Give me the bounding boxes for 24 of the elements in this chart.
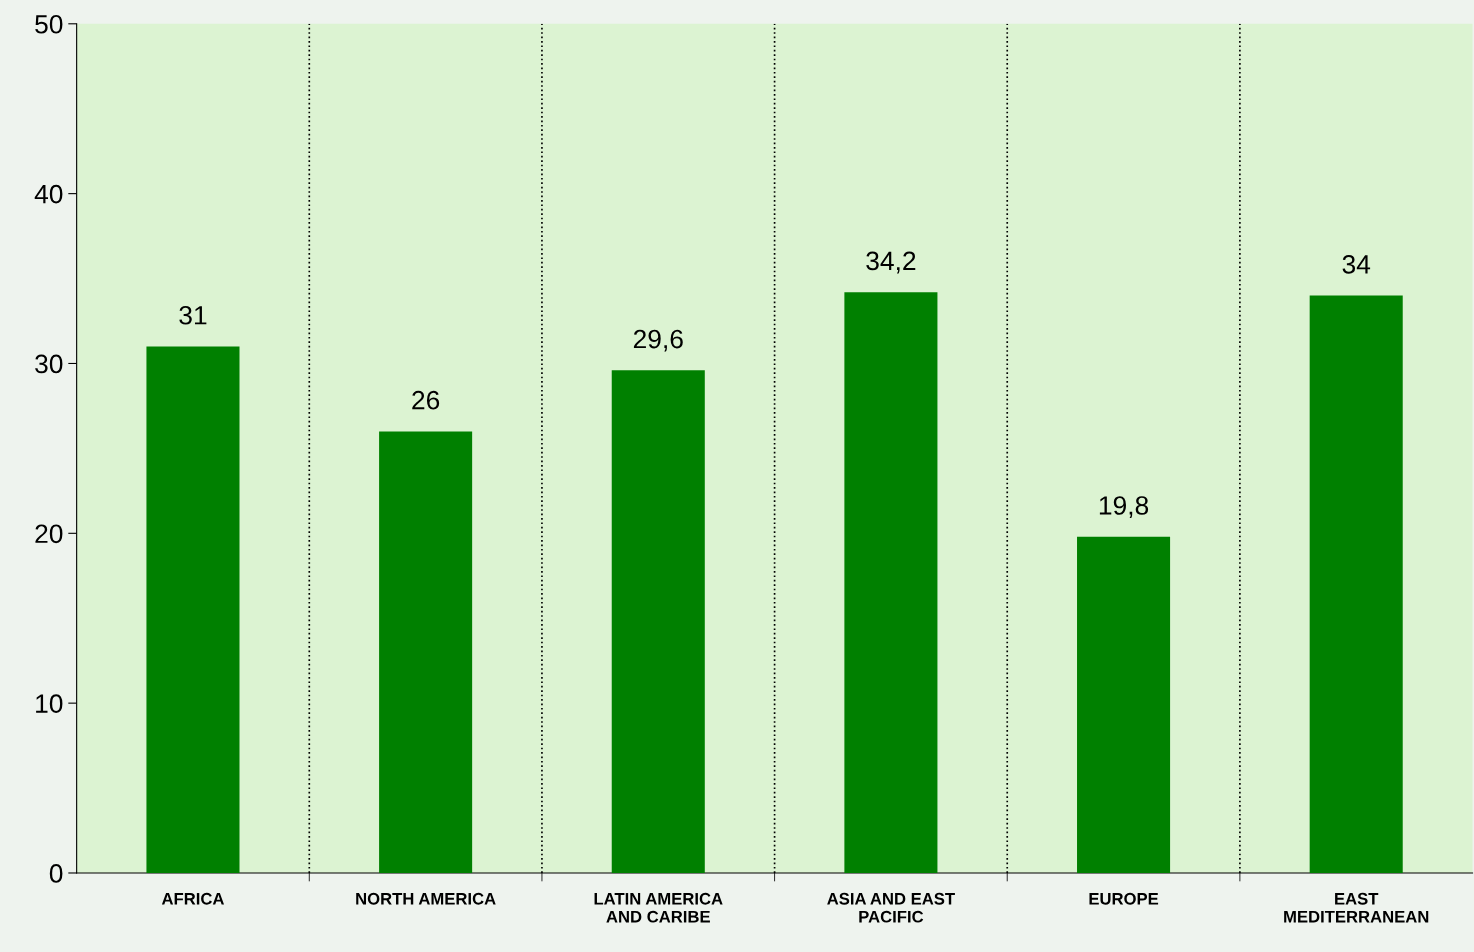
- data-label: 31: [179, 305, 207, 325]
- y-tick-label: 30: [35, 354, 63, 374]
- y-tick-label: 10: [36, 694, 63, 713]
- bar: [146, 346, 240, 873]
- bar: [1077, 536, 1171, 873]
- x-tick-label: EAST MEDITERRANEAN: [1284, 892, 1429, 923]
- data-label: 19,8: [1099, 496, 1149, 518]
- data-label: 34,2: [866, 251, 916, 274]
- y-tick-label: 20: [35, 524, 63, 544]
- x-tick-label: EUROPE: [1089, 892, 1159, 905]
- y-tick-label: 0: [49, 864, 63, 883]
- bar: [611, 370, 705, 873]
- bar: [1309, 295, 1403, 873]
- x-tick-label: LATIN AMERICA AND CARIBE: [594, 892, 723, 923]
- bar: [379, 431, 473, 873]
- data-label: 29,6: [633, 329, 683, 352]
- bar: [844, 292, 938, 873]
- data-label: 26: [412, 390, 440, 410]
- x-tick-label: NORTH AMERICA: [356, 892, 496, 905]
- x-tick-label: ASIA AND EAST PACIFIC: [827, 892, 955, 923]
- x-tick-label: AFRICA: [161, 892, 225, 905]
- y-tick-label: 50: [35, 14, 63, 34]
- data-label: 34: [1342, 254, 1371, 274]
- y-tick-label: 40: [34, 184, 63, 204]
